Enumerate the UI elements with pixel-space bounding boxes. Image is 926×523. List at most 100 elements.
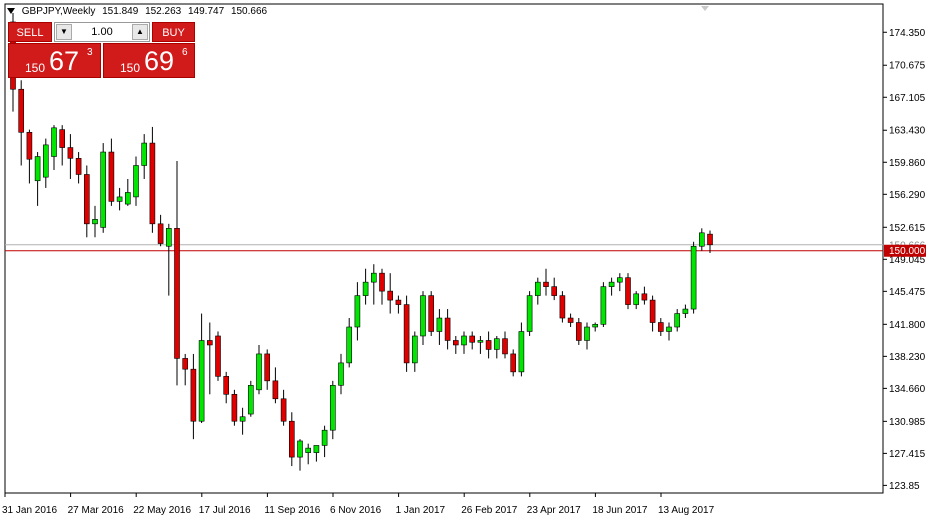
candle-body — [207, 340, 213, 346]
candle-body — [485, 340, 492, 350]
buy-button[interactable]: BUY — [152, 22, 195, 42]
candle-body — [543, 281, 549, 287]
candle-body — [223, 376, 229, 395]
increase-icon[interactable]: ▲ — [132, 24, 148, 40]
sell-price-button[interactable]: 150 67 3 — [8, 43, 101, 78]
candle-body — [477, 340, 484, 343]
candle-body — [346, 326, 353, 364]
buy-price-big: 69 — [144, 46, 175, 76]
buy-price-button[interactable]: 150 69 6 — [103, 43, 195, 78]
candle-body — [657, 322, 664, 332]
open-value: 151.849 — [102, 6, 139, 17]
y-tick-label: 134.660 — [889, 384, 926, 395]
candle-body — [174, 228, 180, 359]
level-price-label: 150.000 — [889, 246, 926, 257]
candle-body — [231, 394, 238, 422]
y-tick-label: 141.800 — [889, 320, 926, 331]
y-tick-label: 152.615 — [889, 223, 926, 234]
candle-body — [239, 416, 246, 422]
candle-body — [42, 144, 49, 178]
candle-body — [297, 440, 303, 458]
candle-body — [584, 326, 590, 341]
candle-body — [387, 290, 394, 301]
candle-body — [428, 295, 435, 332]
candle-body — [592, 324, 599, 328]
candle-body — [141, 142, 147, 166]
x-tick-label: 23 Apr 2017 — [527, 505, 581, 516]
quantity-input[interactable]: 1.00 — [91, 26, 113, 38]
candle-body — [198, 340, 205, 422]
sell-price-big: 67 — [49, 46, 80, 76]
candle-body — [329, 385, 336, 431]
x-tick-label: 13 Aug 2017 — [658, 505, 715, 516]
candle-body — [666, 326, 672, 332]
candle-body — [288, 420, 295, 458]
candle-body — [411, 335, 418, 364]
candle-body — [370, 272, 377, 283]
candle-body — [526, 295, 533, 332]
candle-body — [354, 295, 361, 328]
candle-body — [125, 192, 131, 205]
candle-body — [272, 380, 279, 400]
candle-body — [452, 340, 459, 346]
one-click-trading-panel: SELL ▼ 1.00 ▲ BUY 150 67 3 150 69 6 — [8, 22, 195, 78]
candle-body — [698, 232, 705, 247]
candle-body — [313, 445, 320, 453]
candle-body — [92, 219, 98, 225]
candle-body — [600, 286, 607, 325]
candle-body — [674, 313, 681, 328]
collapse-arrow-icon[interactable] — [7, 8, 15, 15]
candle-body — [264, 353, 271, 382]
y-tick-label: 138.230 — [889, 352, 926, 363]
candle-body — [420, 295, 426, 337]
buy-price-pip: 6 — [182, 47, 188, 58]
candle-body — [51, 127, 57, 157]
x-tick-label: 6 Nov 2016 — [330, 505, 382, 516]
candle-body — [133, 165, 139, 198]
y-tick-label: 145.475 — [889, 287, 926, 298]
candle-body — [248, 385, 254, 415]
low-value: 149.747 — [188, 6, 225, 17]
candle-body — [305, 447, 312, 453]
candle-body — [84, 174, 90, 225]
candle-body — [551, 286, 558, 296]
candle-body — [395, 299, 402, 305]
y-tick-label: 123.85 — [889, 481, 920, 492]
decrease-icon[interactable]: ▼ — [56, 24, 72, 40]
candle-body — [321, 429, 328, 446]
x-tick-label: 18 Jun 2017 — [592, 505, 647, 516]
candle-body — [379, 272, 385, 292]
sell-price-pip: 3 — [87, 47, 93, 58]
y-tick-label: 156.290 — [889, 190, 926, 201]
candle-body — [567, 317, 574, 323]
quantity-stepper[interactable]: ▼ 1.00 ▲ — [54, 22, 150, 42]
scroll-marker-icon[interactable] — [701, 6, 709, 11]
candle-body — [59, 129, 66, 148]
buy-price-prefix: 150 — [120, 61, 141, 75]
candle-body — [338, 362, 344, 386]
candle-body — [75, 158, 82, 175]
candle-body — [182, 358, 188, 370]
candle-body — [510, 353, 517, 373]
candle-body — [461, 335, 467, 346]
candle-body — [690, 245, 697, 310]
sell-button[interactable]: SELL — [8, 22, 52, 42]
candle-body — [34, 156, 41, 182]
sell-price-prefix: 150 — [25, 61, 46, 75]
high-value: 152.263 — [145, 6, 182, 17]
candle-body — [26, 132, 33, 160]
candle-body — [149, 142, 156, 225]
y-tick-label: 127.415 — [889, 449, 926, 460]
candle-body — [502, 338, 508, 355]
y-tick-label: 130.985 — [889, 417, 926, 428]
candle-body — [633, 293, 640, 305]
candle-body — [215, 335, 221, 377]
candle-body — [559, 295, 566, 319]
candle-body — [436, 317, 443, 332]
candle-body — [362, 281, 369, 296]
candle-body — [18, 88, 25, 133]
x-tick-label: 22 May 2016 — [133, 505, 191, 516]
candle-body — [518, 331, 525, 373]
symbol-label: GBPJPY,Weekly — [21, 6, 96, 17]
